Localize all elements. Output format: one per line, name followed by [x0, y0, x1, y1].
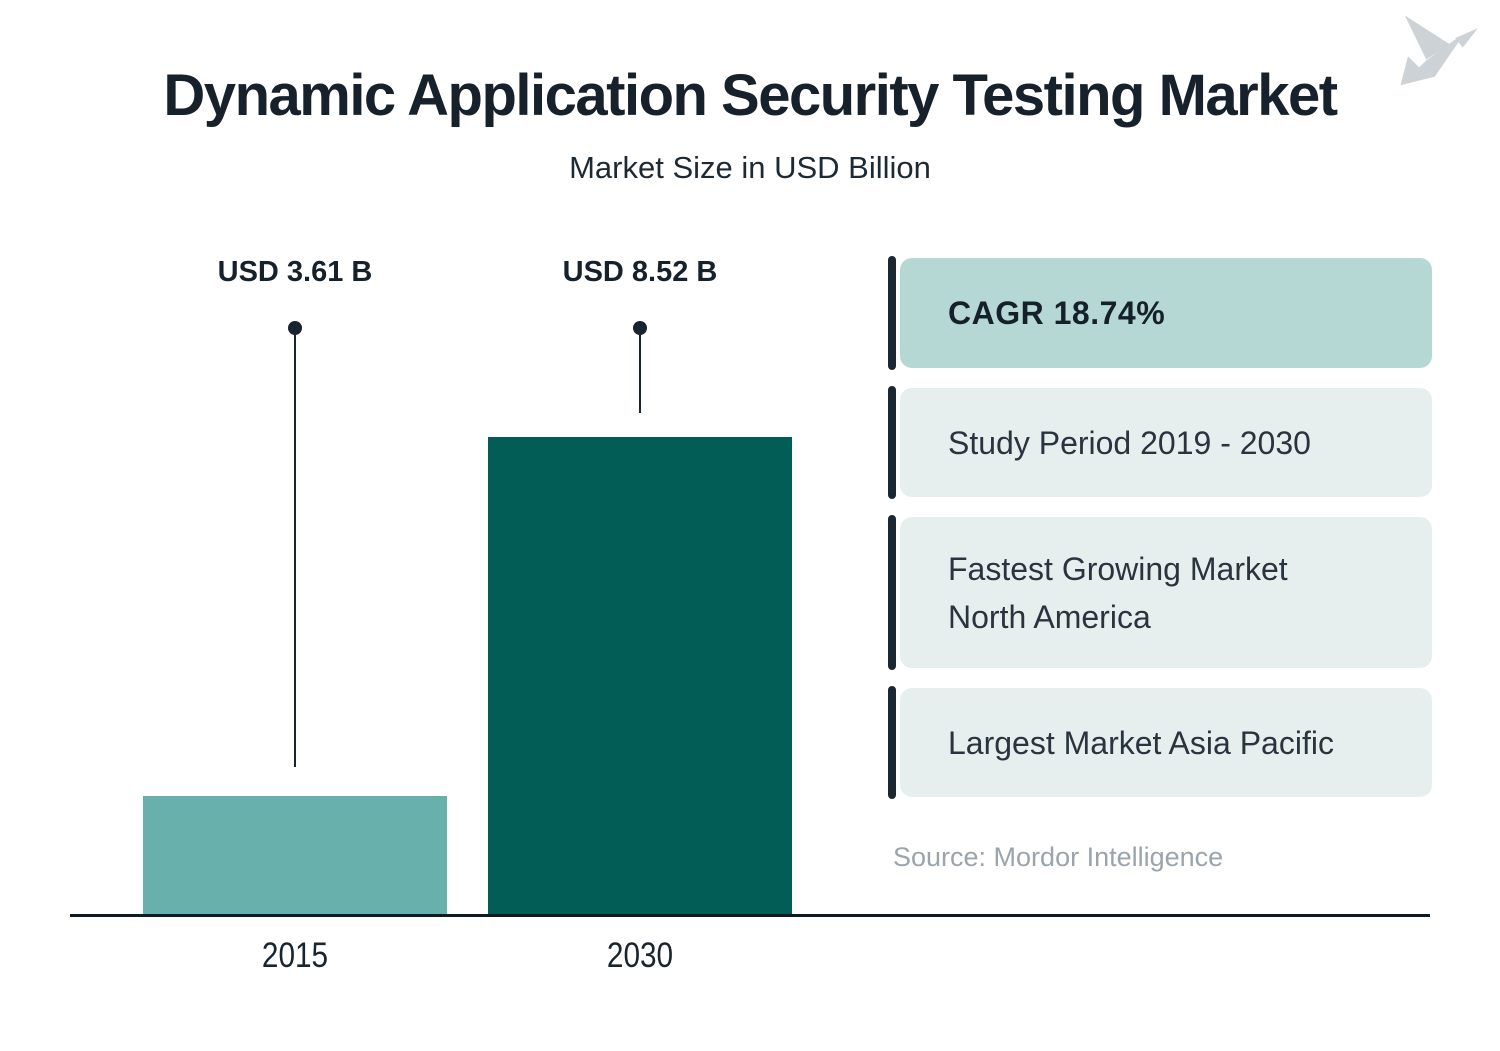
callout-dot-2030 — [633, 321, 647, 335]
page-title: Dynamic Application Security Testing Mar… — [163, 63, 1338, 128]
info-box-largest-market: Largest Market Asia Pacific — [888, 686, 1432, 799]
info-box-study-period: Study Period 2019 - 2030 — [888, 386, 1432, 499]
accent-bar — [888, 515, 896, 670]
bar-2015 — [143, 796, 447, 914]
source-attribution: Source: Mordor Intelligence — [893, 842, 1224, 872]
x-axis-line — [70, 914, 1430, 917]
origami-bird-icon — [1394, 14, 1480, 92]
info-box-study-period-body: Study Period 2019 - 2030 — [900, 388, 1432, 497]
accent-bar — [888, 256, 896, 370]
x-tick-label-2015: 2015 — [261, 936, 329, 975]
info-box-cagr-body: CAGR 18.74% — [900, 258, 1432, 368]
callout-line-2015 — [294, 333, 296, 767]
accent-bar — [888, 686, 896, 799]
chart-subtitle: Market Size in USD Billion — [569, 150, 931, 185]
cagr-value: CAGR 18.74% — [948, 295, 1166, 331]
info-box-fastest-growing-market: Fastest Growing Market North America — [888, 515, 1432, 670]
fastest-growing-market-value: Fastest Growing Market North America — [948, 550, 1288, 635]
callout-line-2030 — [639, 333, 641, 413]
info-box-fastest-growing-market-body: Fastest Growing Market North America — [900, 517, 1432, 668]
info-box-largest-market-body: Largest Market Asia Pacific — [900, 688, 1432, 797]
study-period-value: Study Period 2019 - 2030 — [948, 424, 1311, 461]
x-tick-label-2030: 2030 — [606, 936, 674, 975]
bar-2030 — [488, 437, 792, 914]
bar-value-label-2015: USD 3.61 B — [217, 256, 373, 288]
info-box-cagr: CAGR 18.74% — [888, 256, 1432, 370]
accent-bar — [888, 386, 896, 499]
largest-market-value: Largest Market Asia Pacific — [948, 724, 1334, 761]
callout-dot-2015 — [288, 321, 302, 335]
bar-value-label-2030: USD 8.52 B — [562, 256, 718, 288]
